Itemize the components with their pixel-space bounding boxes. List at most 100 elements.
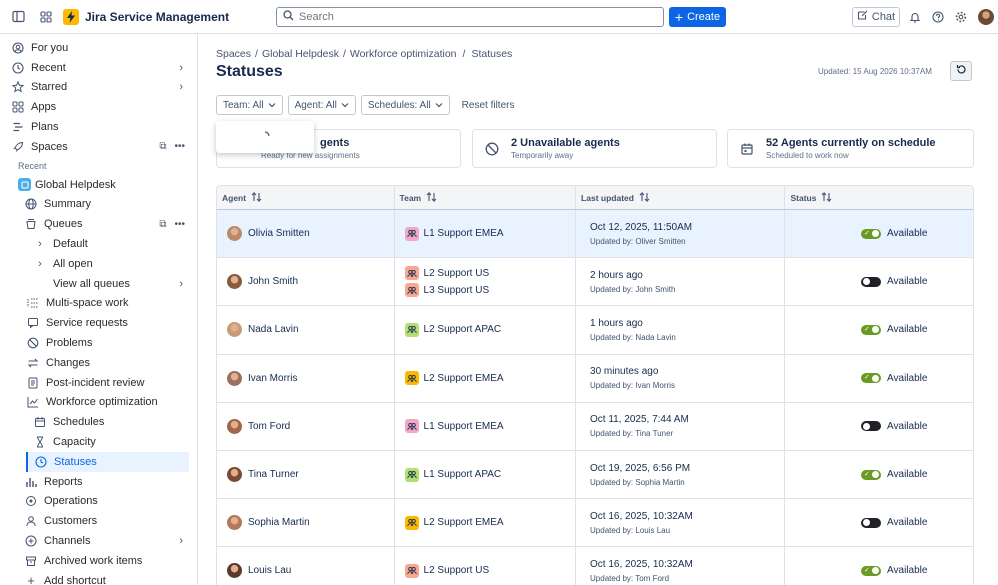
document-icon (26, 376, 40, 390)
app-logo[interactable]: Jira Service Management (63, 8, 229, 25)
sidebar-item-statuses[interactable]: Statuses (26, 451, 189, 472)
sidebar-item-archived-work-items[interactable]: Archived work items (0, 551, 197, 571)
sidebar-item-multi-space-work[interactable]: Multi-space work (0, 294, 197, 314)
user-avatar[interactable] (978, 9, 994, 25)
sidebar-item-label: Schedules (53, 416, 105, 429)
agent-filter[interactable]: Agent: All (287, 95, 356, 115)
unavailable-agents-card[interactable]: 2 Unavailable agents Temporarily away (472, 129, 717, 168)
reset-filters-button[interactable]: Reset filters (461, 99, 515, 111)
breadcrumb-global-helpdesk[interactable]: Global Helpdesk (261, 48, 339, 60)
column-header-agent[interactable]: Agent (217, 186, 395, 209)
status-cell: ✓ Available (785, 306, 973, 353)
external-link-icon[interactable]: ⧉ (159, 218, 167, 230)
sort-icon[interactable] (251, 191, 262, 204)
sidebar-item-global-helpdesk[interactable]: Global Helpdesk (0, 175, 197, 195)
schedules-filter[interactable]: Schedules: All (360, 95, 450, 115)
team-filter[interactable]: Team: All (216, 95, 283, 115)
sidebar-item-service-requests[interactable]: Service requests (0, 313, 197, 333)
search-input[interactable] (299, 11, 639, 23)
sidebar-item-summary[interactable]: Summary (0, 195, 197, 215)
status-cell: Available (785, 403, 973, 450)
sidebar-item-label: Changes (46, 356, 91, 369)
column-header-team[interactable]: Team (395, 186, 577, 209)
sidebar-item-view-all-queues[interactable]: View all queues › (0, 274, 197, 294)
scheduled-agents-card[interactable]: 52 Agents currently on schedule Schedule… (727, 129, 974, 168)
sidebar-item-queues[interactable]: Queues ⧉ ••• (0, 214, 197, 234)
table-row[interactable]: Tom Ford L1 Support EMEA Oct 11, 2025, 7:4… (217, 402, 973, 451)
status-toggle[interactable]: ✓ (861, 373, 882, 384)
sidebar-item-for-you[interactable]: For you (0, 38, 197, 58)
sidebar-item-default[interactable]: › Default (0, 234, 197, 254)
sidebar-item-label: Problems (46, 337, 93, 350)
sidebar-item-label: Post-incident review (46, 376, 145, 389)
sort-icon[interactable] (821, 191, 832, 204)
external-link-icon[interactable]: ⧉ (159, 141, 167, 153)
sidebar-item-plans[interactable]: Plans (0, 117, 197, 137)
table-row[interactable]: Nada Lavin L2 Support APAC 1 hours ago Upda… (217, 306, 973, 355)
sidebar-item-reports[interactable]: Reports (0, 472, 197, 492)
status-toggle[interactable]: ✓ (861, 469, 882, 480)
status-toggle[interactable] (861, 276, 882, 287)
last-updated-cell: Oct 16, 2025, 10:32AM Updated by: Tom For… (576, 547, 786, 585)
status-toggle[interactable]: ✓ (861, 324, 882, 335)
table-row[interactable]: Louis Lau L2 Support US Oct 16, 2025, 10:3… (217, 547, 973, 585)
breadcrumb-statuses[interactable]: Statuses (471, 48, 513, 60)
queues-actions: ⧉ ••• (159, 219, 185, 230)
status-toggle[interactable] (861, 517, 882, 528)
table-row[interactable]: Olivia Smitten L1 Support EMEA Oct 12, 202… (217, 210, 973, 259)
chevron-right-icon[interactable]: › (179, 277, 183, 290)
sidebar-item-starred[interactable]: Starred › (0, 78, 197, 98)
chevron-right-icon[interactable]: › (179, 81, 183, 94)
sidebar-item-label: Apps (31, 101, 57, 114)
sidebar-item-operations[interactable]: Operations (0, 492, 197, 512)
sidebar-item-add-shortcut[interactable]: + Add shortcut (0, 571, 197, 585)
breadcrumb-workforce-optimization[interactable]: Workforce optimization (349, 48, 457, 60)
sidebar-item-spaces[interactable]: Spaces ⧉ ••• (0, 137, 197, 157)
chat-button[interactable]: Chat (852, 7, 900, 27)
sidebar-item-problems[interactable]: Problems (0, 333, 197, 353)
breadcrumb-spaces[interactable]: Spaces (216, 48, 252, 60)
status-toggle[interactable] (861, 421, 882, 432)
sidebar-item-recent[interactable]: Recent › (0, 58, 197, 78)
sidebar-item-label: All open (53, 257, 93, 270)
sidebar-toggle-icon[interactable] (7, 6, 29, 28)
create-button[interactable]: + Create (669, 7, 726, 27)
table-row[interactable]: Ivan Morris L2 Support EMEA 30 minutes ago… (217, 354, 973, 403)
app-switcher-icon[interactable] (35, 6, 57, 28)
sidebar-item-changes[interactable]: Changes (0, 353, 197, 373)
agent-name: Nada Lavin (248, 324, 299, 336)
column-header-label: Agent (222, 192, 247, 203)
settings-icon[interactable] (950, 6, 972, 28)
search-bar[interactable] (276, 7, 664, 27)
table-row[interactable]: Tina Turner L1 Support APAC Oct 19, 2025, … (217, 450, 973, 500)
sidebar-item-channels[interactable]: Channels › (0, 531, 197, 551)
column-header-label: Team (399, 192, 422, 203)
card-subtitle: Temporarily away (511, 151, 574, 160)
card-subtitle: Ready for new assignments (261, 151, 360, 160)
sort-icon[interactable] (639, 191, 650, 204)
sidebar-item-apps[interactable]: Apps (0, 97, 197, 117)
column-header-status[interactable]: Status (785, 186, 973, 209)
status-toggle[interactable]: ✓ (861, 565, 882, 576)
chevron-right-icon[interactable]: › (179, 535, 183, 548)
status-toggle[interactable]: ✓ (861, 228, 882, 239)
sidebar-item-workforce-optimization[interactable]: Workforce optimization (0, 393, 197, 413)
sidebar-item-customers[interactable]: Customers (0, 511, 197, 531)
table-row[interactable]: John Smith L2 Support US L3 Support US 2 ho… (217, 258, 973, 307)
more-icon[interactable]: ••• (174, 141, 185, 153)
refresh-button[interactable] (950, 61, 972, 81)
more-icon[interactable]: ••• (174, 218, 185, 230)
bell-icon[interactable] (904, 6, 926, 28)
team-name: L1 Support EMEA (423, 228, 504, 240)
table-row[interactable]: Sophia Martin L2 Support EMEA Oct 16, 2025… (217, 499, 973, 548)
sidebar-item-schedules[interactable]: Schedules (0, 412, 197, 432)
sort-icon[interactable] (426, 191, 437, 204)
sidebar-item-post-incident-review[interactable]: Post-incident review (0, 373, 197, 393)
help-icon[interactable] (927, 6, 949, 28)
sidebar-item-capacity[interactable]: Capacity (0, 432, 197, 452)
column-header-last-updated[interactable]: Last updated (576, 186, 786, 209)
sidebar-item-all-open[interactable]: › All open (0, 254, 197, 274)
chat-button-label: Chat (871, 11, 896, 23)
sidebar-item-label: Starred (31, 81, 68, 94)
chevron-right-icon[interactable]: › (179, 61, 183, 74)
